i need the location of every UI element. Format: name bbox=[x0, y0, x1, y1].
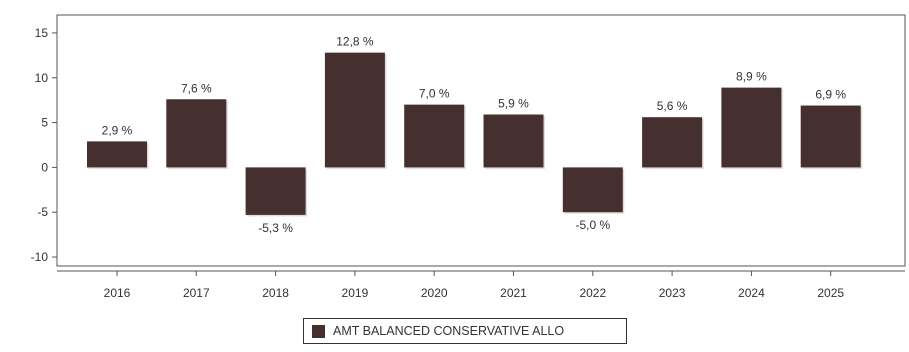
data-label: 12,8 % bbox=[336, 35, 374, 49]
x-tick-label: 2016 bbox=[104, 286, 131, 300]
y-tick-label: -10 bbox=[31, 250, 49, 264]
bar bbox=[404, 104, 465, 168]
x-tick-label: 2023 bbox=[659, 286, 686, 300]
data-labels: 2,9 % 7,6 % -5,3 % 12,8 % 7,0 % 5,9 % -5,0 % 5,… bbox=[102, 35, 847, 235]
x-tick-label: 2021 bbox=[500, 286, 527, 300]
data-label: 2,9 % bbox=[102, 123, 133, 137]
y-axis: -10 -5 0 5 10 15 bbox=[31, 26, 57, 264]
x-tick-label: 2024 bbox=[738, 286, 765, 300]
y-tick-label: -5 bbox=[37, 205, 48, 219]
legend-swatch bbox=[312, 324, 325, 338]
x-tick-label: 2017 bbox=[183, 286, 210, 300]
bar bbox=[166, 99, 227, 168]
bar bbox=[324, 52, 385, 168]
x-tick-label: 2022 bbox=[579, 286, 606, 300]
x-tick-label: 2020 bbox=[421, 286, 448, 300]
x-axis: 2016 2017 2018 2019 2020 2021 2022 2023 2024 2025 bbox=[57, 270, 905, 300]
x-tick-label: 2018 bbox=[262, 286, 289, 300]
legend: AMT BALANCED CONSERVATIVE ALLO bbox=[303, 318, 627, 344]
plot-frame bbox=[56, 14, 906, 267]
plot-frame-rect bbox=[56, 14, 906, 267]
data-label: 7,0 % bbox=[419, 87, 450, 101]
legend-label: AMT BALANCED CONSERVATIVE ALLO bbox=[333, 324, 565, 338]
bar bbox=[721, 87, 782, 168]
bar bbox=[800, 105, 861, 168]
bars bbox=[87, 52, 863, 217]
bar bbox=[562, 167, 623, 213]
bar bbox=[483, 114, 544, 168]
data-label: 5,9 % bbox=[498, 97, 529, 111]
data-label: 5,6 % bbox=[657, 99, 688, 113]
data-label: 8,9 % bbox=[736, 70, 767, 84]
y-tick-label: 15 bbox=[35, 26, 49, 40]
bar bbox=[642, 117, 703, 168]
y-tick-label: 10 bbox=[35, 71, 49, 85]
y-tick-label: 0 bbox=[41, 160, 48, 174]
bar bbox=[245, 167, 306, 215]
data-label: 6,9 % bbox=[815, 88, 846, 102]
x-tick-label: 2025 bbox=[817, 286, 844, 300]
data-label: -5,3 % bbox=[258, 221, 293, 235]
y-tick-label: 5 bbox=[41, 116, 48, 130]
x-tick-label: 2019 bbox=[342, 286, 369, 300]
data-label: 7,6 % bbox=[181, 81, 212, 95]
bar bbox=[87, 141, 147, 168]
data-label: -5,0 % bbox=[575, 218, 610, 232]
